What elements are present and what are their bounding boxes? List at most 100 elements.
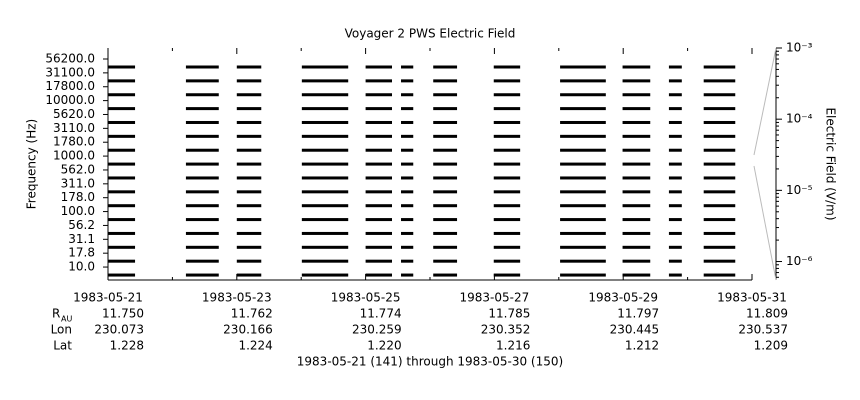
- trace: [433, 120, 458, 124]
- trace: [622, 259, 651, 263]
- ephemeris-label: R: [52, 307, 60, 321]
- trace: [668, 148, 682, 152]
- trace: [668, 218, 682, 222]
- trace: [108, 65, 136, 69]
- trace: [493, 190, 521, 194]
- trace: [185, 231, 219, 235]
- trace: [433, 204, 458, 208]
- x-tick-label: 1983-05-23: [202, 291, 272, 305]
- x-tick-label: 1983-05-27: [460, 291, 530, 305]
- ephemeris-value: 1.220: [367, 339, 401, 353]
- trace: [185, 218, 219, 222]
- trace: [493, 162, 521, 166]
- trace: [493, 65, 521, 69]
- connector: [753, 165, 777, 281]
- trace: [622, 93, 651, 97]
- trace: [560, 107, 606, 111]
- trace: [185, 79, 219, 83]
- trace: [185, 120, 219, 124]
- trace: [365, 273, 393, 277]
- trace: [401, 231, 414, 235]
- y2-tick-label: 10⁻⁵: [786, 183, 813, 197]
- trace: [560, 148, 606, 152]
- trace: [236, 134, 262, 138]
- trace: [301, 65, 349, 69]
- trace: [703, 134, 736, 138]
- trace: [236, 218, 262, 222]
- trace: [433, 190, 458, 194]
- trace: [622, 273, 651, 277]
- trace: [703, 148, 736, 152]
- trace: [236, 120, 262, 124]
- y-tick-label: 3110.0: [53, 121, 95, 135]
- trace: [301, 245, 349, 249]
- trace: [668, 120, 682, 124]
- trace: [493, 120, 521, 124]
- trace: [365, 65, 393, 69]
- trace: [301, 162, 349, 166]
- trace: [433, 176, 458, 180]
- trace: [236, 93, 262, 97]
- trace: [493, 273, 521, 277]
- x-tick-label: 1983-05-29: [588, 291, 658, 305]
- trace: [301, 190, 349, 194]
- trace: [108, 218, 136, 222]
- trace: [668, 190, 682, 194]
- trace: [433, 231, 458, 235]
- trace: [301, 148, 349, 152]
- trace: [703, 259, 736, 263]
- trace: [301, 204, 349, 208]
- trace: [365, 204, 393, 208]
- y2-tick-label: 10⁻⁴: [786, 112, 813, 126]
- trace: [703, 120, 736, 124]
- trace: [433, 148, 458, 152]
- trace: [401, 120, 414, 124]
- y2-tick-label: 10⁻³: [786, 41, 813, 55]
- trace: [236, 245, 262, 249]
- trace: [703, 162, 736, 166]
- trace: [401, 79, 414, 83]
- ephemeris-value: 1.212: [625, 339, 659, 353]
- trace: [185, 134, 219, 138]
- y-tick-label: 1780.0: [53, 135, 95, 149]
- trace: [433, 134, 458, 138]
- trace: [493, 259, 521, 263]
- trace: [236, 259, 262, 263]
- trace: [108, 120, 136, 124]
- trace: [622, 176, 651, 180]
- trace: [493, 148, 521, 152]
- ephemeris-label: Lon: [51, 323, 72, 337]
- trace: [301, 259, 349, 263]
- ephemeris-value: 11.809: [746, 307, 788, 321]
- trace: [401, 190, 414, 194]
- trace: [433, 245, 458, 249]
- trace: [236, 176, 262, 180]
- trace: [365, 134, 393, 138]
- trace: [301, 93, 349, 97]
- trace: [108, 273, 136, 277]
- trace: [401, 218, 414, 222]
- trace: [433, 218, 458, 222]
- trace: [703, 176, 736, 180]
- trace: [365, 107, 393, 111]
- trace: [301, 134, 349, 138]
- y-tick-label: 10000.0: [45, 93, 95, 107]
- trace: [703, 273, 736, 277]
- ephemeris-value: 1.216: [496, 339, 530, 353]
- trace: [236, 148, 262, 152]
- trace: [365, 162, 393, 166]
- trace: [236, 65, 262, 69]
- y2-axis-label: Electric Field (V/m): [824, 107, 838, 220]
- trace: [365, 148, 393, 152]
- trace: [401, 134, 414, 138]
- trace: [365, 259, 393, 263]
- trace: [668, 79, 682, 83]
- trace: [108, 176, 136, 180]
- trace: [622, 148, 651, 152]
- y-tick-label: 5620.0: [53, 107, 95, 121]
- chart-title: Voyager 2 PWS Electric Field: [345, 27, 516, 41]
- y-tick-label: 311.0: [61, 176, 95, 190]
- ephemeris-value: 11.797: [617, 307, 659, 321]
